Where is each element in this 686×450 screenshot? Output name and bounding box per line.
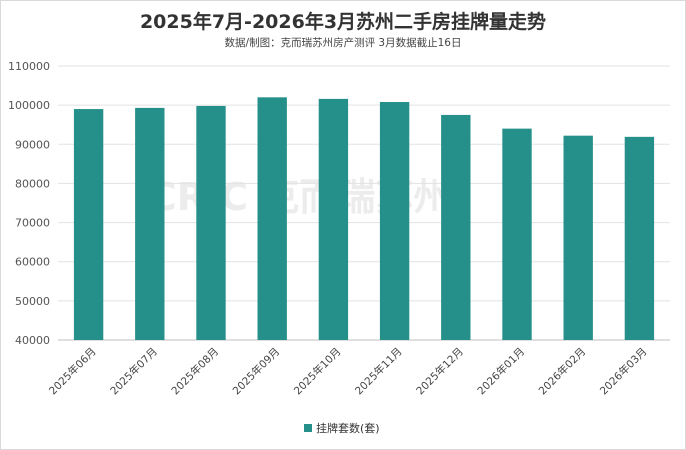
bar — [318, 98, 349, 340]
x-tick-label: 2026年02月 — [536, 345, 588, 397]
x-tick-label: 2025年11月 — [352, 345, 404, 397]
y-tick-label: 70000 — [15, 217, 50, 230]
y-tick-label: 60000 — [15, 256, 50, 269]
legend: 挂牌套数(套) — [304, 421, 380, 435]
x-tick-label: 2025年09月 — [230, 345, 282, 397]
chart-subtitle: 数据/制图：克而瑞苏州房产测评 3月数据截止16日 — [225, 36, 462, 49]
bar — [379, 102, 410, 340]
bar — [563, 135, 593, 340]
y-tick-label: 100000 — [8, 99, 50, 112]
chart-title: 2025年7月-2026年3月苏州二手房挂牌量走势 — [140, 10, 546, 33]
y-tick-label: 40000 — [15, 334, 50, 347]
x-tick-label: 2026年01月 — [475, 345, 527, 397]
x-tick-label: 2025年08月 — [169, 345, 221, 397]
y-axis-ticks: 40000 50000 60000 70000 80000 90000 100000 1100… — [8, 60, 50, 347]
bar — [624, 136, 655, 340]
y-tick-label: 90000 — [15, 138, 50, 151]
x-tick-label: 2025年06月 — [46, 345, 98, 397]
bars — [73, 97, 655, 340]
bar — [73, 109, 104, 340]
y-tick-label: 80000 — [15, 177, 50, 190]
bar — [502, 128, 532, 340]
bar — [196, 105, 226, 340]
bar — [441, 114, 471, 340]
x-tick-label: 2025年10月 — [291, 345, 343, 397]
legend-swatch — [304, 424, 312, 432]
legend-label: 挂牌套数(套) — [316, 421, 380, 435]
bar — [257, 97, 287, 340]
x-tick-label: 2025年12月 — [414, 345, 466, 397]
y-tick-label: 50000 — [15, 295, 50, 308]
bar — [135, 107, 165, 340]
x-tick-label: 2026年03月 — [597, 345, 649, 397]
x-tick-label: 2025年07月 — [108, 345, 160, 397]
x-axis-ticks: 2025年06月 2025年07月 2025年08月 2025年09月 2025年10月… — [46, 345, 649, 397]
y-tick-label: 110000 — [8, 60, 50, 73]
